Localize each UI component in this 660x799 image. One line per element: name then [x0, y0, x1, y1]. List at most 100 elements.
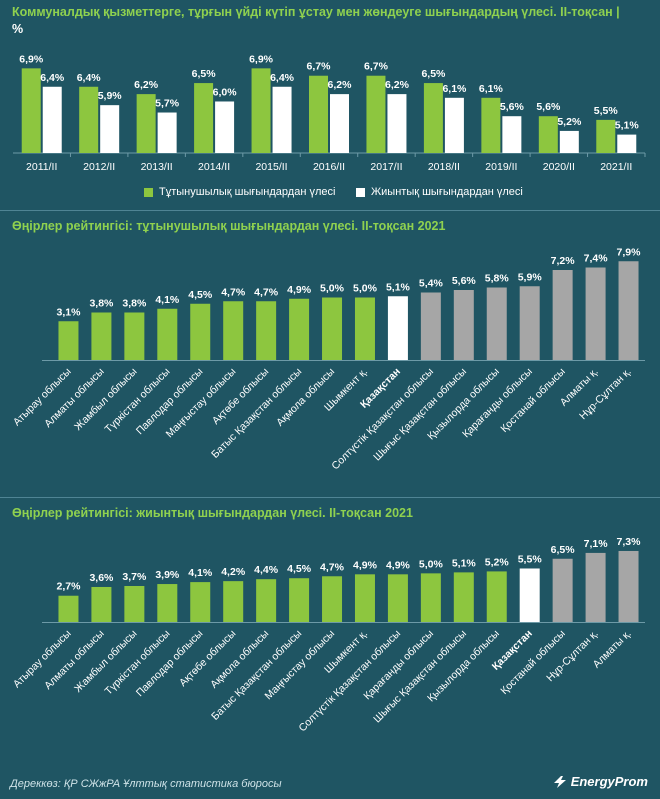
x-tick-label: 2021/II [600, 161, 632, 173]
x-tick-label: 2020/II [543, 161, 575, 173]
x-tick-label: 2013/II [141, 161, 173, 173]
data-label: 6,5% [192, 68, 217, 80]
energyprom-logo: EnergyProm [552, 774, 648, 789]
chart2-data-label: 4,9% [287, 284, 312, 296]
chart2-bar [420, 292, 441, 360]
chart3-data-label: 4,5% [287, 563, 312, 575]
data-label: 5,1% [615, 120, 640, 132]
chart2-data-label: 3,8% [89, 298, 114, 310]
data-label: 6,4% [40, 72, 65, 84]
chart3-bar [256, 579, 277, 622]
bar-consumer [79, 86, 99, 153]
legend-swatch-consumer [144, 187, 153, 197]
chart2-data-label: 5,8% [485, 273, 510, 285]
legend-item-total: Жиынтық шығындардан үлесі [356, 186, 523, 198]
chart2-bar [223, 301, 244, 360]
x-tick-label: 2017/II [370, 161, 402, 173]
chart3-title: Өңірлер рейтингісі: жиынтық шығындардан … [12, 506, 413, 520]
chart2-bar [124, 312, 145, 360]
bar-total [42, 86, 62, 153]
bar-total [215, 101, 235, 153]
chart1-svg: 6,9% 6,4% 2011/II 6,4% 5,9% 2012/II 6,2% 5,7% 20… [13, 53, 646, 173]
data-label: 6,4% [270, 72, 295, 84]
x-tick-label: 2011/II [26, 161, 57, 173]
chart2-data-label: 4,5% [188, 289, 213, 301]
chart3-bar [618, 550, 639, 622]
bar-consumer [538, 116, 558, 153]
chart2-bar [486, 287, 507, 360]
chart2-data-label: 5,9% [518, 271, 543, 283]
chart3-data-label: 5,2% [485, 556, 510, 568]
chart2-bar [289, 298, 310, 360]
source-note: Дереккөз: ҚР СЖжРА Ұлттық статистика бюр… [10, 778, 282, 790]
bar-total [330, 94, 349, 153]
legend-item-consumer: Тұтынушылық шығындардан үлесі [144, 186, 335, 198]
chart2-bar [91, 312, 112, 360]
chart3-data-label: 7,1% [584, 538, 609, 550]
chart3-x-tick-label: Алматы облысы [42, 628, 106, 692]
chart3-data-label: 3,7% [122, 571, 147, 583]
chart2-data-label: 7,4% [584, 253, 609, 265]
chart2-bar [58, 321, 79, 360]
chart2-bar [585, 267, 606, 360]
data-label: 6,1% [479, 83, 504, 95]
data-label: 6,9% [249, 53, 274, 65]
bar-total [444, 97, 464, 153]
chart2-data-label: 3,8% [122, 298, 147, 310]
chart3-data-label: 5,5% [518, 553, 543, 565]
chart3-data-label: 3,6% [89, 572, 114, 584]
lightning-icon [553, 775, 566, 788]
data-label: 6,7% [364, 61, 389, 73]
data-label: 6,2% [134, 79, 159, 91]
chart3-data-label: 5,0% [419, 558, 444, 570]
x-tick-label: 2019/II [485, 161, 517, 173]
bar-total [559, 130, 579, 153]
chart3-bar [486, 571, 507, 622]
chart2-data-label: 5,0% [353, 283, 378, 295]
chart1-title: Коммуналдық қызметтерге, тұрғын үйді күт… [12, 5, 620, 19]
chart2-data-label: 7,2% [551, 255, 576, 267]
chart2-bar [157, 308, 178, 360]
data-label: 6,1% [442, 83, 467, 95]
data-label: 5,9% [98, 90, 123, 102]
chart3-bar [223, 581, 244, 622]
chart2-data-label: 4,7% [254, 286, 279, 298]
chart2-bar [190, 303, 211, 360]
chart3-data-label: 7,3% [617, 536, 642, 548]
chart2-bar [387, 296, 408, 360]
chart2-data-label: 3,1% [57, 306, 82, 318]
bar-consumer [366, 75, 386, 153]
bar-consumer [309, 75, 328, 153]
chart3-bar [453, 572, 474, 622]
chart3-bar [585, 552, 606, 622]
chart3-x-tick-label: Ақмола облысы [208, 628, 271, 691]
chart2-title: Өңірлер рейтингісі: тұтынушылық шығындар… [12, 219, 446, 233]
data-label: 5,6% [500, 101, 525, 113]
chart1-unit: % [12, 22, 24, 36]
chart2-x-tick-label: Алматы облысы [42, 366, 106, 430]
chart3-data-label: 4,2% [221, 566, 246, 578]
chart3-x-tick-label: Атырау облысы [11, 628, 74, 691]
data-label: 6,7% [307, 61, 332, 73]
chart2-bar [618, 261, 639, 360]
chart3-data-label: 4,9% [386, 559, 411, 571]
data-label: 5,2% [557, 116, 582, 128]
bar-consumer [21, 68, 41, 153]
chart2-data-label: 4,1% [155, 294, 180, 306]
chart2-bar [354, 297, 375, 360]
data-label: 5,5% [594, 105, 619, 117]
bar-consumer [481, 97, 501, 153]
bar-consumer [136, 94, 156, 153]
data-label: 5,6% [536, 101, 561, 113]
chart2-bar [552, 270, 573, 360]
chart3-data-label: 4,7% [320, 561, 345, 573]
bar-total [387, 94, 407, 153]
chart3-bar [519, 568, 540, 622]
x-tick-label: 2016/II [313, 161, 345, 173]
chart3-bar [322, 576, 343, 622]
chart3-bar [420, 573, 441, 622]
chart2-x-tick-label: Атырау облысы [11, 366, 74, 429]
separator-1 [0, 210, 660, 211]
